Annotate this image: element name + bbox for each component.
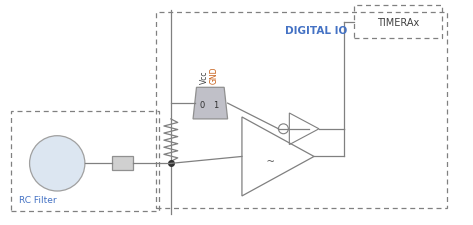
Text: RC Filter: RC Filter — [19, 195, 56, 204]
Text: 1: 1 — [213, 100, 218, 109]
Text: TIMERAx: TIMERAx — [377, 18, 419, 27]
Text: ~: ~ — [266, 154, 274, 167]
Text: DIGITAL IO: DIGITAL IO — [285, 26, 347, 36]
Polygon shape — [193, 88, 228, 119]
Circle shape — [30, 136, 85, 191]
Bar — [112, 157, 133, 171]
Bar — [353, 6, 442, 39]
Text: GND: GND — [210, 67, 219, 84]
Bar — [11, 112, 159, 211]
Text: 0: 0 — [200, 100, 205, 109]
Text: Vcc: Vcc — [200, 71, 209, 84]
Bar — [156, 13, 447, 208]
